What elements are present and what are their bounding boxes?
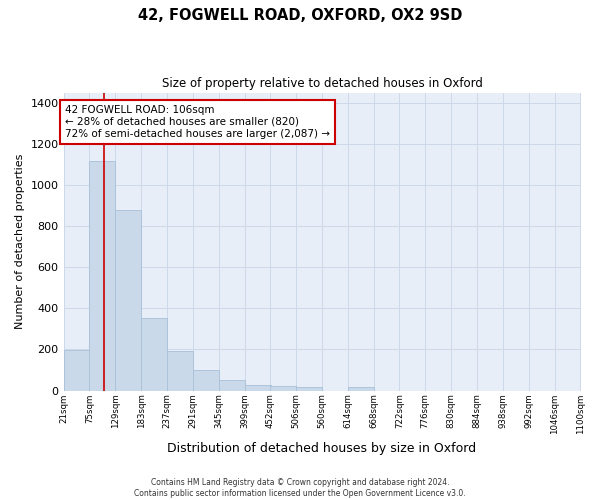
Bar [193,370,219,390]
Bar [141,318,167,390]
Bar [167,351,193,391]
Bar [64,350,89,391]
Text: 42, FOGWELL ROAD, OXFORD, OX2 9SD: 42, FOGWELL ROAD, OXFORD, OX2 9SD [138,8,462,22]
Bar [347,388,374,390]
Bar [89,161,115,390]
Bar [245,386,271,390]
Text: 42 FOGWELL ROAD: 106sqm
← 28% of detached houses are smaller (820)
72% of semi-d: 42 FOGWELL ROAD: 106sqm ← 28% of detache… [65,106,330,138]
X-axis label: Distribution of detached houses by size in Oxford: Distribution of detached houses by size … [167,442,476,455]
Y-axis label: Number of detached properties: Number of detached properties [15,154,25,330]
Text: Contains HM Land Registry data © Crown copyright and database right 2024.
Contai: Contains HM Land Registry data © Crown c… [134,478,466,498]
Title: Size of property relative to detached houses in Oxford: Size of property relative to detached ho… [161,78,482,90]
Bar [219,380,245,390]
Bar [115,210,141,390]
Bar [270,386,296,390]
Bar [296,388,322,390]
